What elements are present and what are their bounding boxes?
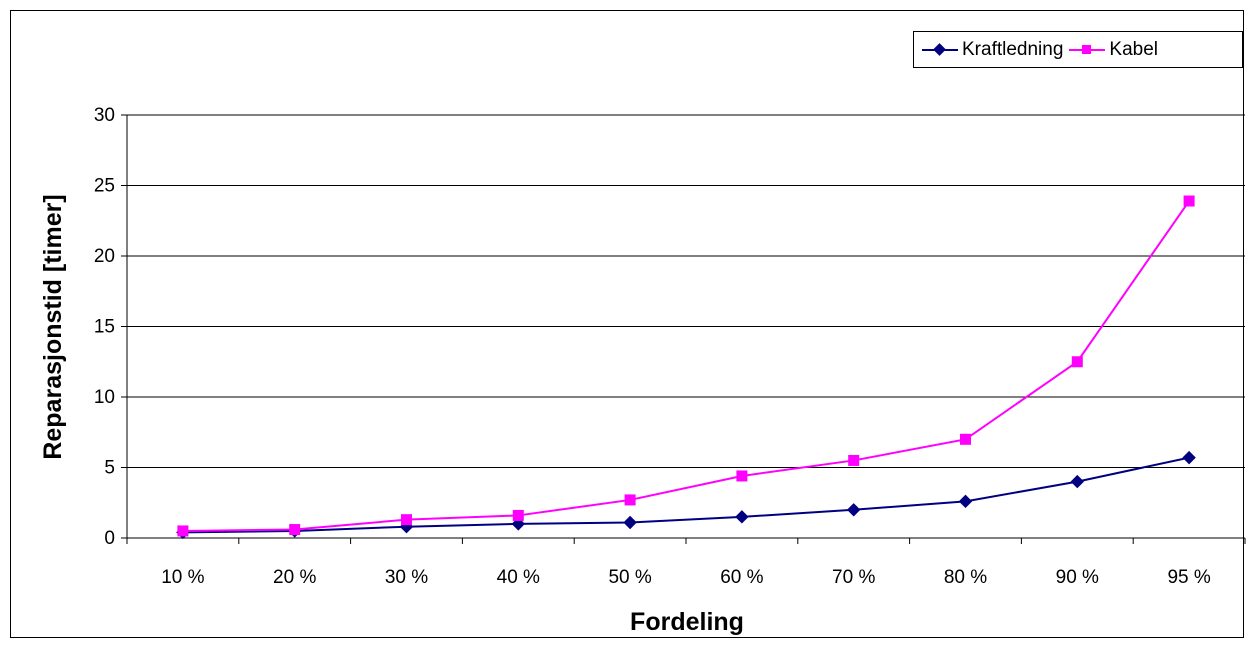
x-tick-label: 90 % <box>1056 567 1099 588</box>
legend-label-kraftledning: Kraftledning <box>962 38 1064 60</box>
x-axis-title: Fordeling <box>630 608 744 636</box>
x-tick-label: 80 % <box>944 567 987 588</box>
legend-label-kabel: Kabel <box>1109 38 1159 60</box>
data-point-kabel <box>289 524 301 536</box>
y-tick-label: 25 <box>94 176 115 197</box>
data-point-kraftledning <box>735 510 749 524</box>
y-tick-label: 15 <box>94 317 115 338</box>
legend-item-kraftledning: Kraftledning <box>922 39 1063 61</box>
data-point-kraftledning <box>1070 474 1085 489</box>
data-point-kabel <box>1071 356 1083 368</box>
x-tick-label: 95 % <box>1167 567 1210 588</box>
y-tick-label: 0 <box>104 528 115 549</box>
series-line-kabel <box>182 200 1190 532</box>
x-tick-label: 10 % <box>161 567 204 588</box>
series-line-kraftledning <box>182 456 1190 534</box>
x-tick-label: 60 % <box>720 567 763 588</box>
x-tick-label: 30 % <box>385 567 428 588</box>
data-point-kabel <box>960 433 971 445</box>
legend-swatch-kabel <box>1069 43 1106 57</box>
legend-item-kabel: Kabel <box>1069 39 1158 61</box>
data-point-kabel <box>624 494 636 506</box>
data-point-kraftledning <box>846 503 861 517</box>
y-tick-label: 5 <box>104 458 115 479</box>
data-point-kabel <box>736 470 748 482</box>
y-tick-label: 10 <box>94 387 115 408</box>
data-point-kabel <box>1183 195 1195 207</box>
legend-swatch-kraftledning <box>922 42 958 57</box>
x-tick-label: 40 % <box>497 567 540 588</box>
x-tick-label: 50 % <box>608 567 651 588</box>
x-tick-label: 20 % <box>273 567 316 588</box>
data-point-kraftledning <box>623 515 637 530</box>
x-tick-label: 70 % <box>832 567 875 588</box>
y-tick-label: 30 <box>94 105 115 126</box>
data-point-kraftledning <box>1182 450 1196 465</box>
data-point-kabel <box>401 514 412 526</box>
y-axis-title: Reparasjonstid [timer] <box>39 194 67 459</box>
data-point-kraftledning <box>958 494 973 509</box>
legend: Kraftledning Kabel <box>913 31 1243 68</box>
y-tick-label: 20 <box>94 246 115 267</box>
data-point-kabel <box>177 525 189 537</box>
data-point-kabel <box>848 454 860 466</box>
data-point-kabel <box>512 509 524 521</box>
